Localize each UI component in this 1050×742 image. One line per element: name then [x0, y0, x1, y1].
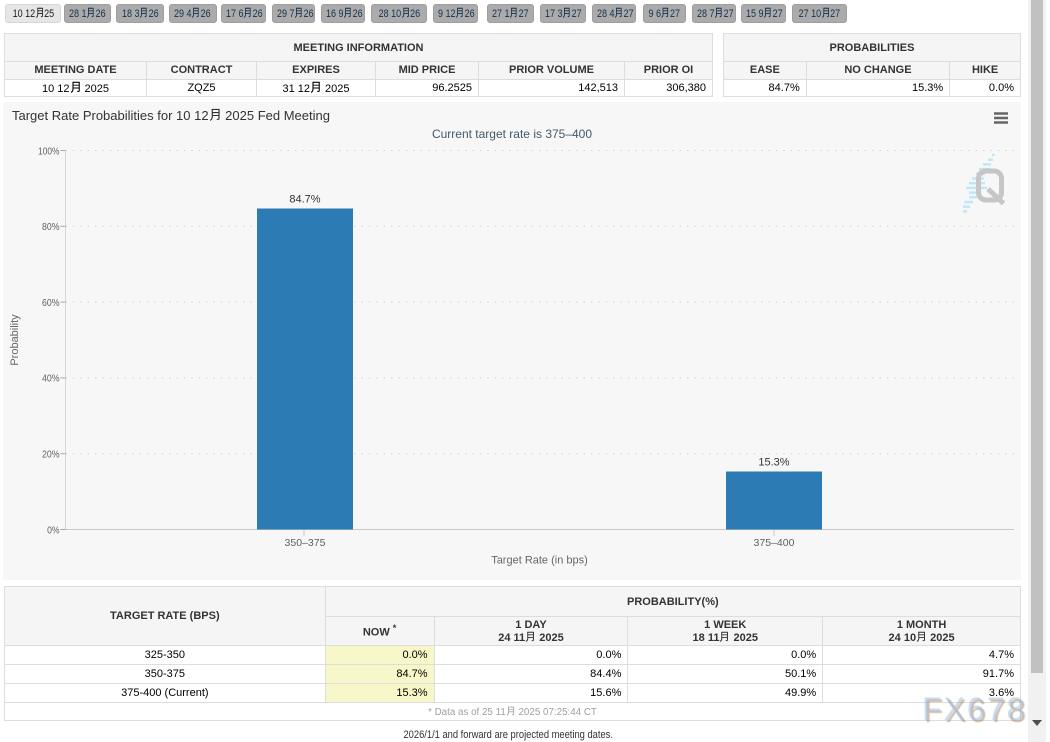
svg-text:350–375: 350–375: [285, 537, 326, 549]
svg-text:375–400: 375–400: [754, 537, 795, 549]
svg-text:0%: 0%: [47, 524, 59, 536]
svg-text:84.7%: 84.7%: [289, 194, 320, 206]
svg-text:60%: 60%: [42, 297, 60, 309]
svg-text:20%: 20%: [42, 449, 60, 461]
svg-text:Target Rate (in bps): Target Rate (in bps): [491, 555, 588, 567]
svg-text:15.3%: 15.3%: [758, 457, 789, 469]
svg-text:Probability: Probability: [9, 314, 21, 366]
svg-text:40%: 40%: [42, 373, 60, 385]
svg-text:100%: 100%: [38, 145, 59, 157]
svg-text:80%: 80%: [42, 221, 60, 233]
